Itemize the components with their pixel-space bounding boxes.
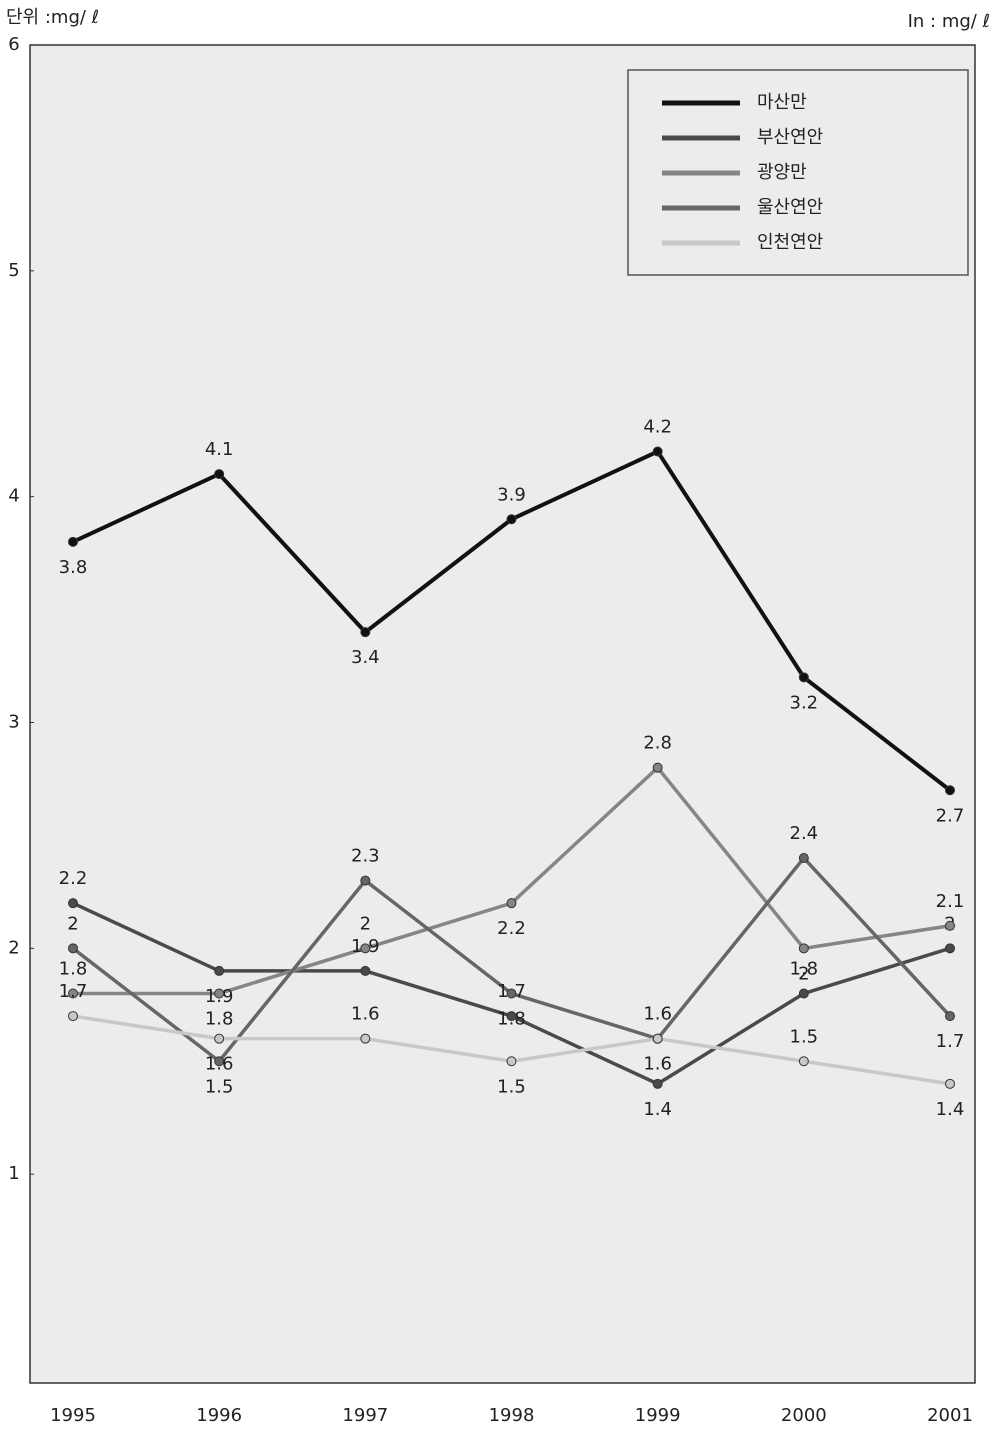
data-point xyxy=(506,1011,517,1022)
data-label: 2.4 xyxy=(790,823,819,844)
data-label: 3.2 xyxy=(790,692,819,713)
data-point xyxy=(945,785,955,796)
data-label: 1.6 xyxy=(643,1004,672,1025)
y-tick-label: 6 xyxy=(8,34,19,55)
data-point xyxy=(506,988,517,999)
data-point xyxy=(214,988,225,999)
data-label: 2.2 xyxy=(59,868,88,889)
legend-label: 광양만 xyxy=(757,162,807,183)
data-point xyxy=(360,943,371,954)
data-point xyxy=(798,1056,809,1067)
data-label: 1.4 xyxy=(643,1099,672,1120)
data-point xyxy=(360,1033,371,1044)
data-point xyxy=(652,446,663,457)
data-point xyxy=(214,1056,225,1067)
data-label: 1.6 xyxy=(205,1054,234,1075)
data-point xyxy=(798,672,809,683)
data-label: 1.8 xyxy=(59,959,88,980)
data-point xyxy=(652,762,663,773)
data-label: 3.9 xyxy=(497,484,526,505)
unit-label-en: In : mg/ ℓ xyxy=(908,11,990,32)
data-point xyxy=(945,1078,955,1089)
legend-label: 울산연안 xyxy=(757,197,823,218)
data-label: 1.8 xyxy=(790,959,819,980)
x-tick-label: 1996 xyxy=(196,1405,242,1426)
y-tick-label: 3 xyxy=(8,712,19,733)
data-label: 2.7 xyxy=(936,805,965,826)
data-point xyxy=(360,627,371,638)
data-point xyxy=(945,1011,955,1022)
data-point xyxy=(214,469,225,480)
x-tick-label: 1998 xyxy=(489,1405,535,1426)
data-point xyxy=(652,1078,663,1089)
y-tick-label: 5 xyxy=(8,260,19,281)
legend-label: 부산연안 xyxy=(757,127,823,148)
x-tick-label: 2001 xyxy=(927,1405,973,1426)
data-point xyxy=(506,514,517,525)
y-tick-label: 4 xyxy=(8,486,19,507)
data-label: 2.3 xyxy=(351,846,380,867)
data-label: 2.1 xyxy=(936,891,965,912)
data-point xyxy=(798,988,809,999)
data-label: 1.7 xyxy=(936,1031,965,1052)
data-point xyxy=(68,943,78,954)
data-point xyxy=(798,943,809,954)
data-label: 3.4 xyxy=(351,647,380,668)
data-point xyxy=(360,875,371,886)
legend-label: 인천연안 xyxy=(757,232,823,253)
data-point xyxy=(652,1033,663,1044)
x-tick-label: 1995 xyxy=(50,1405,96,1426)
data-point xyxy=(68,988,78,999)
data-point xyxy=(506,898,517,909)
y-tick-label: 2 xyxy=(8,937,19,958)
unit-label: 단위 :mg/ ℓ xyxy=(6,7,99,28)
data-label: 1.4 xyxy=(936,1099,965,1120)
x-tick-label: 2000 xyxy=(781,1405,827,1426)
data-label: 1.5 xyxy=(790,1026,819,1047)
data-point xyxy=(68,536,78,547)
data-label: 1.7 xyxy=(59,981,88,1002)
data-point xyxy=(945,920,955,931)
data-label: 2 xyxy=(67,913,78,934)
data-label: 2 xyxy=(798,963,809,984)
data-label: 1.8 xyxy=(497,1009,526,1030)
data-point xyxy=(214,1033,225,1044)
data-label: 1.6 xyxy=(351,1004,380,1025)
legend-label: 마산만 xyxy=(757,92,807,113)
data-label: 2.8 xyxy=(643,733,672,754)
data-label: 1.8 xyxy=(205,1009,234,1030)
data-point xyxy=(945,943,955,954)
x-tick-label: 1999 xyxy=(635,1405,681,1426)
data-point xyxy=(360,965,371,976)
data-label: 4.1 xyxy=(205,439,234,460)
data-label: 2.2 xyxy=(497,918,526,939)
data-label: 1.5 xyxy=(497,1076,526,1097)
data-point xyxy=(798,853,809,863)
x-tick-label: 1997 xyxy=(342,1405,388,1426)
data-label: 2 xyxy=(360,913,371,934)
data-label: 3.8 xyxy=(59,557,88,578)
data-point xyxy=(214,965,225,976)
data-point xyxy=(506,1056,517,1067)
data-point xyxy=(68,1011,78,1022)
data-label: 1.5 xyxy=(205,1076,234,1097)
y-tick-label: 1 xyxy=(8,1163,19,1184)
data-label: 4.2 xyxy=(643,417,672,438)
data-point xyxy=(68,898,78,909)
data-label: 1.6 xyxy=(643,1054,672,1075)
